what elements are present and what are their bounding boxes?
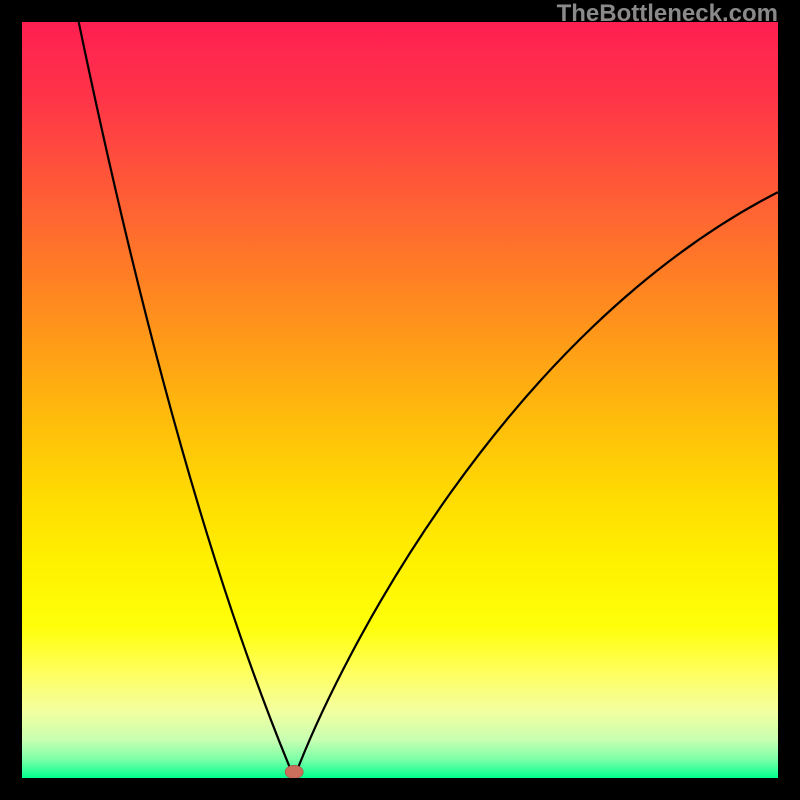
minimum-marker bbox=[285, 765, 303, 778]
plot-area bbox=[22, 22, 778, 778]
bottleneck-curve bbox=[79, 22, 778, 778]
watermark-text: TheBottleneck.com bbox=[557, 0, 778, 28]
chart-container: TheBottleneck.com bbox=[0, 0, 800, 800]
curve-layer bbox=[22, 22, 778, 778]
